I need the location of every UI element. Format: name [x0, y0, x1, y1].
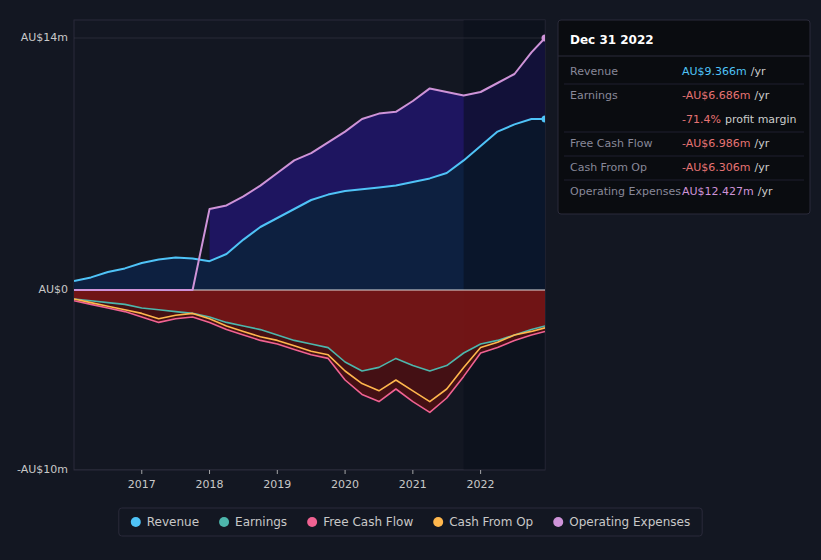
- x-tick: [345, 470, 346, 474]
- grid-line: [74, 38, 545, 39]
- tooltip-value: -AU$6.986m: [682, 137, 751, 150]
- tooltip-value: -AU$6.306m: [682, 161, 751, 174]
- legend-label: Operating Expenses: [569, 515, 690, 529]
- series-line: [74, 119, 545, 281]
- series-line: [74, 299, 545, 402]
- x-tick-label: 2018: [196, 478, 224, 491]
- x-tick-label: 2017: [128, 478, 156, 491]
- tooltip-label: Free Cash Flow: [570, 137, 653, 150]
- legend-marker: [307, 517, 317, 527]
- background: [0, 0, 821, 560]
- plot-area: [74, 20, 545, 470]
- legend: Revenue Earnings Free Cash Flow Cash From O…: [119, 508, 702, 536]
- tooltip-label: Operating Expenses: [570, 185, 681, 198]
- page: {"chart_data": { "type": "area", "x": [2…: [0, 0, 821, 560]
- highlight-region: [464, 20, 545, 470]
- series-line: [74, 299, 545, 371]
- x-tick: [412, 470, 413, 474]
- x-tick-label: 2020: [331, 478, 359, 491]
- legend-label: Cash From Op: [449, 515, 533, 529]
- tooltip-value: AU$12.427m: [682, 185, 754, 198]
- tooltip-suffix: /yr: [755, 89, 770, 102]
- y-tick-label: AU$0: [38, 283, 68, 296]
- legend-frame: [119, 508, 702, 536]
- tooltip-value: AU$9.366m: [682, 65, 747, 78]
- tooltip-suffix: /yr: [751, 65, 766, 78]
- tooltip-divider: [558, 56, 810, 57]
- legend-label: Free Cash Flow: [323, 515, 413, 529]
- tooltip-title: Dec 31 2022: [570, 33, 654, 47]
- y-tick-label: -AU$10m: [17, 463, 68, 476]
- series-line: [74, 301, 545, 413]
- tooltip-suffix: /yr: [758, 185, 773, 198]
- plot-frame: [74, 20, 545, 470]
- legend-label: Earnings: [235, 515, 287, 529]
- series-line: [74, 38, 545, 290]
- tooltip-label: Revenue: [570, 65, 618, 78]
- tooltip-row-divider: [564, 84, 804, 85]
- chart: AU$14m AU$0 -AU$10m 2017 2018 2019 2020 2021 202…: [0, 0, 821, 560]
- x-tick: [277, 470, 278, 474]
- x-tick: [141, 470, 142, 474]
- y-tick-label: AU$14m: [21, 31, 68, 44]
- legend-label: Revenue: [147, 515, 199, 529]
- x-tick: [480, 470, 481, 474]
- x-tick-label: 2019: [263, 478, 291, 491]
- tooltip-row-divider: [564, 132, 804, 133]
- tooltip-box: [558, 20, 810, 214]
- grid-line: [74, 470, 545, 471]
- tooltip-suffix: /yr: [755, 161, 770, 174]
- end-dot: [542, 35, 546, 42]
- tooltip: Dec 31 2022 Revenue AU$9.366m/yr Earnings -A…: [558, 20, 810, 214]
- x-tick: [209, 470, 210, 474]
- legend-marker: [433, 517, 443, 527]
- legend-marker: [131, 517, 141, 527]
- legend-marker: [553, 517, 563, 527]
- tooltip-value: -AU$6.686m: [682, 89, 751, 102]
- end-dot: [542, 116, 546, 123]
- tooltip-value: -71.4%: [682, 113, 721, 126]
- x-tick-label: 2021: [399, 478, 427, 491]
- area-fill: [74, 299, 545, 412]
- tooltip-label: Cash From Op: [570, 161, 647, 174]
- tooltip-row-divider: [564, 156, 804, 157]
- tooltip-label: Earnings: [570, 89, 618, 102]
- x-tick-label: 2022: [467, 478, 495, 491]
- tooltip-suffix: profit margin: [725, 113, 797, 126]
- tooltip-row-divider: [564, 180, 804, 181]
- legend-marker: [219, 517, 229, 527]
- tooltip-suffix: /yr: [755, 137, 770, 150]
